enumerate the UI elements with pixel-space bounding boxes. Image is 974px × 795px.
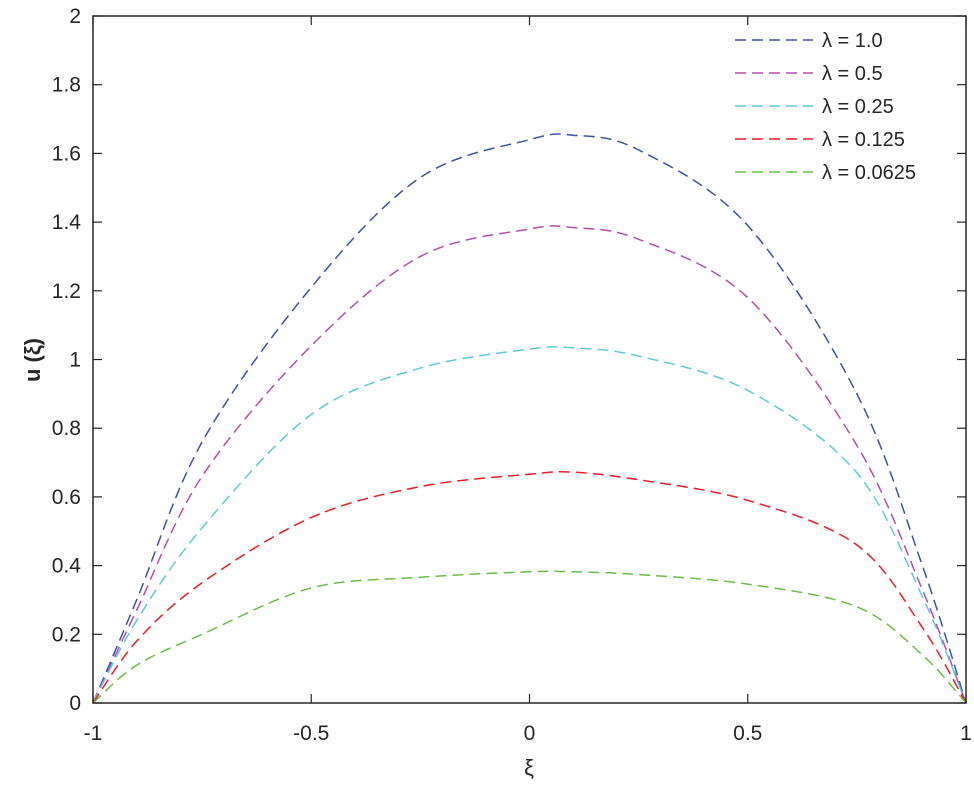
legend-label: λ = 0.0625 bbox=[822, 162, 916, 184]
y-axis-label: u (ξ) bbox=[20, 338, 45, 382]
legend-label: λ = 0.125 bbox=[822, 129, 905, 151]
legend-label: λ = 0.25 bbox=[822, 96, 894, 118]
series-line bbox=[92, 133, 967, 704]
y-tick-label: 1.8 bbox=[52, 74, 81, 97]
y-tick-label: 0.2 bbox=[52, 623, 81, 646]
series-line bbox=[92, 471, 967, 704]
x-axis-label: ξ bbox=[524, 755, 534, 780]
series-line bbox=[92, 570, 967, 704]
series-line bbox=[92, 225, 967, 704]
x-tick-label: 0.5 bbox=[733, 722, 762, 745]
y-tick-label: 1.2 bbox=[52, 280, 81, 303]
legend: λ = 1.0 λ = 0.5 λ = 0.25 λ = 0.125 λ = 0.062… bbox=[735, 30, 916, 184]
x-tick-label: -1 bbox=[84, 722, 103, 745]
y-tick-label: 0.4 bbox=[52, 555, 82, 578]
curves bbox=[92, 133, 967, 704]
series-line bbox=[92, 346, 967, 704]
y-tick-label: 1.4 bbox=[52, 211, 82, 234]
y-tick-label: 0 bbox=[69, 692, 81, 715]
y-tick-label: 0.6 bbox=[52, 486, 81, 509]
y-tick-label: 1 bbox=[69, 349, 81, 372]
legend-label: λ = 0.5 bbox=[822, 63, 883, 85]
y-tick-label: 1.6 bbox=[52, 142, 81, 165]
legend-label: λ = 1.0 bbox=[822, 30, 883, 52]
x-tick-label: 1 bbox=[960, 722, 972, 745]
x-tick-label: -0.5 bbox=[293, 722, 329, 745]
y-tick-label: 2 bbox=[69, 5, 81, 28]
y-tick-label: 0.8 bbox=[52, 417, 81, 440]
ticks: -1 -0.5 0 0.5 1 0 0.2 0.4 0.6 0.8 1 1.2 1.4 1.6 1.8 2 bbox=[52, 5, 972, 745]
x-tick-label: 0 bbox=[524, 722, 536, 745]
